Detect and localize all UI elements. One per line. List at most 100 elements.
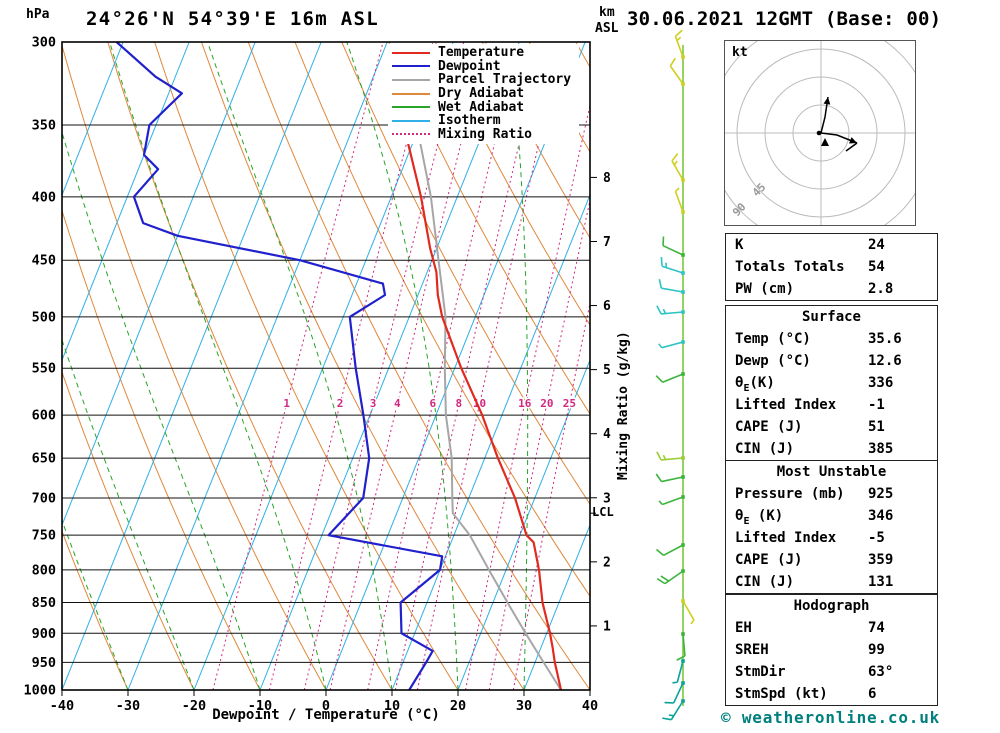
wind-barb	[656, 570, 684, 585]
temperature-curve	[406, 139, 563, 690]
table-row-value: 359	[868, 552, 894, 568]
wind-barb	[658, 341, 684, 349]
wind-barb	[672, 660, 684, 684]
table-row-value: 63°	[868, 664, 894, 680]
table-title: Surface	[801, 309, 861, 325]
table-row-value: 24	[868, 237, 885, 253]
svg-text:650: 650	[32, 451, 56, 467]
svg-text:10: 10	[384, 698, 400, 714]
svg-text:400: 400	[32, 189, 56, 205]
table-row: Totals Totals 54	[726, 256, 937, 278]
wind-barb	[660, 256, 684, 274]
legend-item: Mixing Ratio	[392, 128, 571, 142]
table-row-label: Lifted Index	[735, 397, 837, 413]
wind-barb	[656, 305, 684, 315]
table-row-value: 336	[868, 375, 894, 391]
table-row: Temp (°C) 35.6	[726, 328, 937, 350]
wind-barb	[656, 451, 684, 461]
svg-text:20: 20	[450, 698, 466, 714]
legend-swatch	[392, 78, 430, 81]
pressure-tick-labels: 300 350 400 450 500 550 600 650 700 750 800 850 900 9…	[23, 35, 56, 699]
legend-label: Parcel Trajectory	[438, 72, 572, 88]
altitude-axis-unit-km: km	[599, 5, 615, 20]
legend-item: Dewpoint	[392, 60, 571, 74]
svg-text:4: 4	[603, 427, 611, 442]
table-row: θE (K) 346	[726, 505, 937, 527]
svg-text:0: 0	[322, 698, 330, 714]
svg-text:-10: -10	[248, 698, 272, 714]
table-row: CIN (J) 131	[726, 571, 937, 593]
mixing-ratio-labels: 1 2 3 4 6 8 10 16 20 25	[282, 396, 578, 412]
svg-text:2: 2	[337, 397, 344, 410]
table-row: θE(K) 336	[726, 372, 937, 394]
table-title: Hodograph	[793, 598, 870, 614]
mixing-ratio-axis-label: Mixing Ratio (g/kg)	[616, 331, 631, 480]
legend-label: Wet Adiabat	[438, 99, 525, 115]
table-row: CIN (J) 385	[726, 438, 937, 460]
table-row-value: 6	[868, 686, 877, 702]
wind-barb	[662, 236, 684, 256]
table-row-value: 54	[868, 259, 885, 275]
svg-text:300: 300	[32, 35, 56, 51]
svg-text:-20: -20	[182, 698, 206, 714]
svg-text:1: 1	[603, 619, 611, 634]
svg-text:500: 500	[32, 309, 56, 325]
svg-text:350: 350	[32, 117, 56, 133]
svg-text:850: 850	[32, 595, 56, 611]
svg-text:6: 6	[429, 397, 436, 410]
table-row-label: K	[735, 237, 744, 253]
svg-text:4: 4	[394, 397, 401, 410]
wind-barb	[669, 57, 684, 85]
legend-item: Temperature	[392, 46, 571, 60]
table-row-label: θE(K)	[735, 375, 775, 394]
table-row: StmSpd (kt) 6	[726, 683, 937, 705]
table-row-label: EH	[735, 620, 752, 636]
svg-text:450: 450	[32, 253, 56, 269]
datetime-title: 30.06.2021 12GMT (Base: 00)	[627, 8, 942, 30]
legend-item: Wet Adiabat	[392, 100, 571, 114]
temp-tick-labels: -40 -30 -20 -10 0 10 20 30 40	[50, 690, 598, 714]
table-row-value: -5	[868, 530, 885, 546]
data-table: Hodograph EH 74 SREH 99 StmDir 63° StmSpd (kt) 6	[725, 594, 938, 706]
wind-barb	[655, 373, 684, 383]
legend-label: Dewpoint	[438, 58, 501, 74]
table-row: EH 74	[726, 617, 937, 639]
table-row-label: θE (K)	[735, 508, 784, 527]
lcl-label: LCL	[592, 505, 614, 519]
table-row: Pressure (mb) 925	[726, 483, 937, 505]
legend-swatch	[392, 92, 430, 95]
wind-barb	[682, 600, 695, 625]
legend-label: Mixing Ratio	[438, 126, 532, 142]
table-row-label: Dewp (°C)	[735, 353, 811, 369]
svg-text:30: 30	[516, 698, 532, 714]
table-row-value: 925	[868, 486, 894, 502]
table-row-label: SREH	[735, 642, 769, 658]
wind-barb	[655, 473, 684, 483]
table-row-value: 99	[868, 642, 885, 658]
legend-swatch	[392, 51, 430, 54]
table-row: Dewp (°C) 12.6	[726, 350, 937, 372]
svg-text:8: 8	[603, 171, 611, 186]
wind-barb	[674, 187, 684, 213]
table-row-value: 35.6	[868, 331, 902, 347]
km-axis: 1 2 3 4 5 6 7 8	[590, 171, 611, 634]
wind-barb	[662, 700, 684, 721]
table-row-value: 74	[868, 620, 885, 636]
svg-text:600: 600	[32, 408, 56, 424]
table-row: K 24	[726, 234, 937, 256]
table-row-label: CIN (J)	[735, 574, 795, 590]
table-row: PW (cm) 2.8	[726, 278, 937, 300]
svg-text:40: 40	[582, 698, 598, 714]
svg-text:20: 20	[540, 397, 553, 410]
table-row-label: CAPE (J)	[735, 419, 803, 435]
table-row: CAPE (J) 51	[726, 416, 937, 438]
svg-text:950: 950	[32, 655, 56, 671]
data-table: Most Unstable Pressure (mb) 925 θE (K) 346 Li…	[725, 460, 938, 594]
table-row-label: PW (cm)	[735, 281, 795, 297]
wind-barb	[655, 544, 684, 557]
hodograph-unit-label: kt	[732, 45, 748, 60]
table-row-value: -1	[868, 397, 885, 413]
svg-text:6: 6	[603, 299, 611, 314]
